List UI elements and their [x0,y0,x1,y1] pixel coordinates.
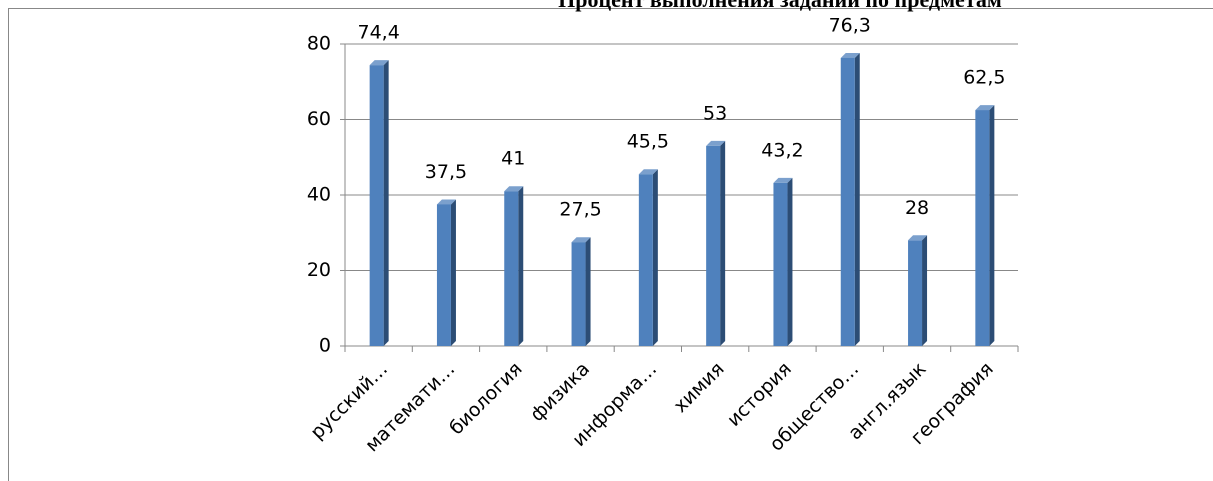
value-label: 45,5 [627,131,669,153]
bar [908,240,923,346]
y-tick-label: 20 [307,259,331,281]
bar [975,110,990,346]
bar-top [908,235,928,241]
bar-top [840,52,860,58]
chart-title: Процент выполнения заданий по предметам [558,0,1002,12]
bar-side [518,186,524,346]
bar [504,191,519,346]
bar-side [450,199,456,346]
bar-top [369,60,389,66]
bar-side [652,169,658,346]
bar [369,65,384,346]
value-label: 53 [703,102,727,124]
value-label: 62,5 [963,67,1005,89]
bar-top [638,169,658,175]
bar-top [773,177,793,183]
x-tick-label: биология [445,358,526,439]
bar-top [975,105,995,111]
value-label: 43,2 [761,139,803,161]
value-label: 41 [501,148,525,170]
y-tick-label: 40 [307,184,331,206]
x-tick-label: химия [669,358,728,417]
bar-side [989,105,995,346]
bar [436,204,451,346]
bar-top [571,237,591,243]
value-label: 74,4 [357,22,399,44]
bar-side [585,237,591,346]
bar-side [720,140,726,346]
bar [773,182,788,346]
value-label: 37,5 [425,161,467,183]
bar-side [787,177,793,346]
bar-top [504,186,524,192]
y-tick-label: 0 [319,335,331,357]
y-tick-label: 80 [307,33,331,55]
x-tick-label: физика [526,358,594,426]
bar [638,174,653,346]
bar-top [436,199,456,205]
value-label: 28 [905,197,929,219]
bar-top [706,140,726,146]
bar-side [383,60,389,346]
bar-side [922,235,928,346]
bar [706,145,721,346]
bar [840,57,855,346]
value-label: 76,3 [829,14,871,36]
bar [571,242,586,346]
bar-side [854,52,860,346]
y-tick-label: 60 [307,108,331,130]
value-label: 27,5 [559,199,601,221]
